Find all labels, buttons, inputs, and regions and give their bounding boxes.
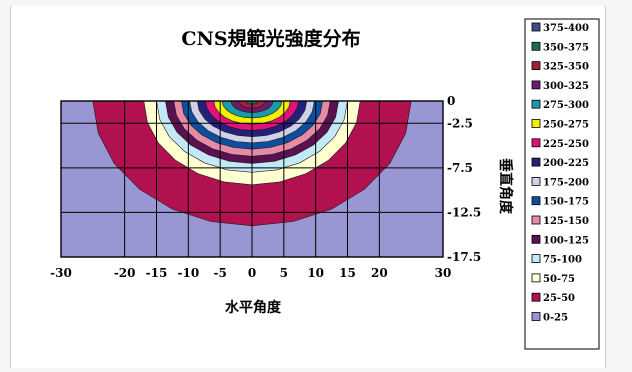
legend-swatch bbox=[531, 99, 541, 109]
chart-panel: CNS規範光強度分布 -30 -20 -15 -10 -5 0 5 10 15 20 30 0 -2.… bbox=[10, 6, 606, 368]
legend-swatch bbox=[531, 157, 541, 167]
legend-label: 300-325 bbox=[543, 81, 589, 92]
legend-label: 100-125 bbox=[543, 235, 589, 246]
legend-label: 25-50 bbox=[543, 293, 575, 304]
legend-label: 50-75 bbox=[543, 274, 575, 285]
x-tick-label: 20 bbox=[371, 266, 388, 280]
x-tick-label: 0 bbox=[248, 266, 256, 280]
y-axis-label: 垂直角度 bbox=[497, 158, 514, 215]
legend-swatch bbox=[531, 273, 541, 283]
legend-label: 125-150 bbox=[543, 216, 589, 227]
legend-label: 75-100 bbox=[543, 255, 582, 266]
legend-swatch bbox=[531, 312, 541, 321]
x-tick-label: -10 bbox=[177, 266, 199, 280]
x-tick-label: 5 bbox=[280, 266, 288, 280]
legend-swatch bbox=[531, 80, 541, 90]
plot-border bbox=[60, 100, 444, 258]
chart-title: CNS規範光強度分布 bbox=[181, 27, 360, 50]
x-tick-label: 15 bbox=[339, 266, 356, 280]
legend-label: 200-225 bbox=[543, 158, 589, 169]
legend-swatch bbox=[531, 138, 541, 148]
legend-label: 0-25 bbox=[543, 313, 568, 324]
legend-swatch bbox=[531, 254, 541, 264]
legend-swatch bbox=[531, 61, 541, 70]
legend-label: 350-375 bbox=[543, 42, 589, 53]
legend-label: 375-400 bbox=[543, 23, 589, 34]
legend-swatch bbox=[531, 41, 541, 51]
legend-label: 325-350 bbox=[543, 62, 589, 73]
legend-label: 250-275 bbox=[543, 120, 589, 131]
legend-label: 275-300 bbox=[543, 100, 589, 111]
y-axis-ticks: 0 -2.5 -7.5 -12.5 -17.5 bbox=[447, 94, 481, 264]
y-tick-label: 0 bbox=[447, 94, 455, 108]
grid-lines bbox=[60, 100, 444, 258]
x-axis-ticks: -30 -20 -15 -10 -5 0 5 10 15 20 30 bbox=[50, 266, 451, 280]
x-tick-label: 10 bbox=[307, 266, 324, 280]
y-tick-label: -7.5 bbox=[447, 161, 473, 175]
legend: 375-400 350-375 325-350 300-325 275-300 250-2… bbox=[524, 18, 600, 350]
x-tick-label: -20 bbox=[114, 266, 136, 280]
legend-label: 225-250 bbox=[543, 139, 589, 150]
y-tick-label: -2.5 bbox=[447, 116, 473, 130]
y-tick-label: -12.5 bbox=[447, 205, 481, 219]
chart-svg: CNS規範光強度分布 -30 -20 -15 -10 -5 0 5 10 15 20 30 0 -2.… bbox=[50, 18, 600, 350]
legend-swatch bbox=[531, 176, 541, 186]
x-axis-label: 水平角度 bbox=[225, 299, 282, 316]
legend-swatch bbox=[531, 119, 541, 128]
legend-swatch bbox=[531, 292, 541, 302]
x-tick-label: -15 bbox=[146, 266, 168, 280]
legend-swatch bbox=[531, 22, 541, 32]
legend-swatch bbox=[531, 234, 541, 244]
x-tick-label: -5 bbox=[213, 266, 226, 280]
x-tick-label: -30 bbox=[50, 266, 72, 280]
legend-label: 150-175 bbox=[543, 197, 589, 208]
legend-swatch bbox=[531, 215, 541, 225]
x-tick-label: 30 bbox=[435, 266, 452, 280]
legend-swatch bbox=[531, 196, 541, 206]
y-tick-label: -17.5 bbox=[447, 250, 481, 264]
legend-label: 175-200 bbox=[543, 177, 589, 188]
